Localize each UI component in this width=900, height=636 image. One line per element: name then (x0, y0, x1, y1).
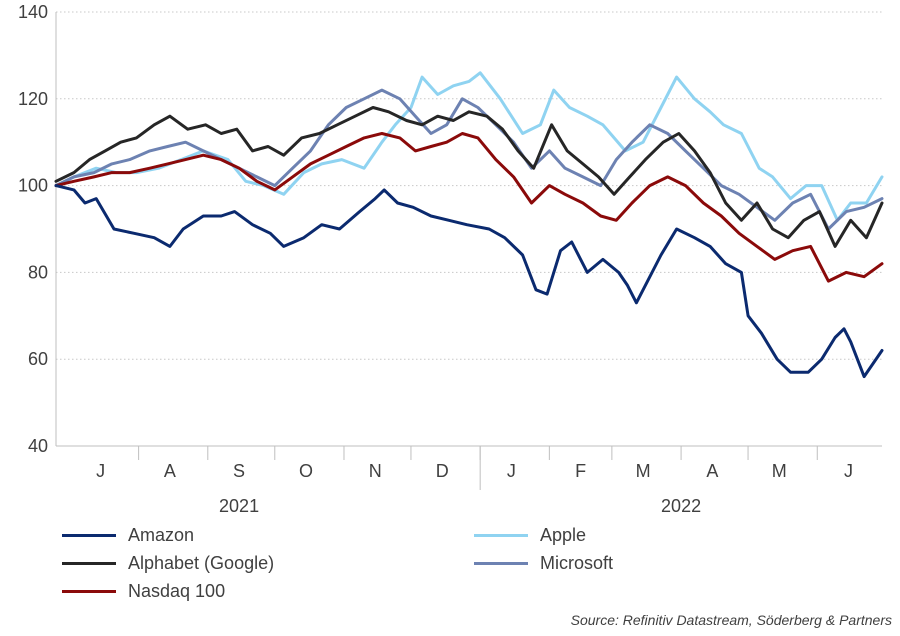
legend-item-alphabet: Alphabet (Google) (62, 550, 274, 576)
legend-swatch-apple (474, 533, 528, 537)
y-tick-label: 80 (28, 262, 48, 282)
legend-swatch-alphabet (62, 561, 116, 565)
legend: Amazon Apple Alphabet (Google) Microsoft… (0, 522, 900, 612)
x-tick-label: S (233, 461, 245, 481)
legend-swatch-nasdaq (62, 589, 116, 593)
x-tick-label: O (299, 461, 313, 481)
series-line-apple (54, 71, 884, 222)
x-tick-label: M (636, 461, 651, 481)
x-tick-label: A (706, 461, 718, 481)
legend-label-apple: Apple (540, 524, 587, 545)
axis-labels: 40 60 80 100 120 140 J A S O N D J F M A M J 2021 2022 (18, 2, 853, 516)
legend-label-nasdaq: Nasdaq 100 (128, 580, 226, 601)
x-tick-label: J (844, 461, 853, 481)
x-tick-label: A (164, 461, 176, 481)
legend-item-apple: Apple (474, 522, 586, 548)
legend-item-amazon: Amazon (62, 522, 194, 548)
y-tick-label: 140 (18, 2, 48, 22)
series-lines (54, 71, 884, 379)
y-tick-label: 100 (18, 176, 48, 196)
series-line-alphabet-google (54, 106, 884, 248)
y-tick-label: 60 (28, 349, 48, 369)
x-tick-label: J (96, 461, 105, 481)
legend-item-nasdaq: Nasdaq 100 (62, 578, 225, 604)
legend-item-microsoft: Microsoft (474, 550, 613, 576)
axes (55, 12, 882, 490)
series-line-microsoft (54, 88, 884, 231)
y-tick-label: 120 (18, 89, 48, 109)
x-tick-label: N (369, 461, 382, 481)
series-line-nasdaq-100 (54, 132, 884, 283)
legend-swatch-amazon (62, 533, 116, 537)
x-tick-label: M (772, 461, 787, 481)
line-chart: 40 60 80 100 120 140 J A S O N D J F M A M J 2021 2022 (18, 2, 884, 516)
year-label: 2021 (219, 496, 259, 516)
x-tick-label: J (507, 461, 516, 481)
legend-label-alphabet: Alphabet (Google) (128, 552, 275, 573)
legend-swatch-microsoft (474, 561, 528, 565)
legend-label-microsoft: Microsoft (540, 552, 614, 573)
y-tick-label: 40 (28, 436, 48, 456)
source-note: Source: Refinitiv Datastream, Söderberg … (570, 612, 892, 628)
gridlines (56, 11, 882, 360)
x-tick-label: D (436, 461, 449, 481)
legend-label-amazon: Amazon (128, 524, 195, 545)
series-line-amazon (54, 184, 884, 379)
year-label: 2022 (661, 496, 701, 516)
x-tick-label: F (575, 461, 586, 481)
